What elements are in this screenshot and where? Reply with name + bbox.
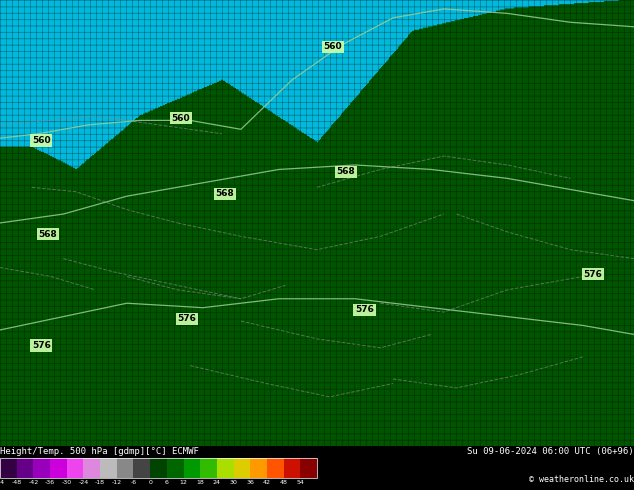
Text: -24: -24 [78, 480, 89, 485]
Bar [283, 458, 301, 478]
Text: 568: 568 [216, 190, 235, 198]
Text: 560: 560 [32, 136, 51, 145]
Bar [0, 458, 16, 478]
Text: 24: 24 [213, 480, 221, 485]
Text: Height/Temp. 500 hPa [gdmp][°C] ECMWF: Height/Temp. 500 hPa [gdmp][°C] ECMWF [0, 447, 199, 456]
Text: -54: -54 [0, 480, 5, 485]
Text: 576: 576 [178, 314, 197, 323]
Text: 54: 54 [296, 480, 304, 485]
Bar [67, 458, 84, 478]
Text: 576: 576 [32, 341, 51, 350]
Bar [34, 458, 50, 478]
Bar [0, 458, 317, 478]
Bar [117, 458, 134, 478]
Text: © weatheronline.co.uk: © weatheronline.co.uk [529, 474, 634, 484]
Bar [217, 458, 233, 478]
Text: 576: 576 [583, 270, 602, 279]
Text: -42: -42 [29, 480, 39, 485]
Text: 18: 18 [197, 480, 204, 485]
Text: 568: 568 [336, 167, 355, 176]
Bar [50, 458, 67, 478]
Text: 568: 568 [38, 230, 57, 239]
Bar [233, 458, 250, 478]
Text: -36: -36 [45, 480, 55, 485]
Bar [134, 458, 150, 478]
Text: 48: 48 [280, 480, 288, 485]
Text: -48: -48 [11, 480, 22, 485]
Text: 36: 36 [247, 480, 254, 485]
Text: Su 09-06-2024 06:00 UTC (06+96): Su 09-06-2024 06:00 UTC (06+96) [467, 447, 634, 456]
Text: 0: 0 [148, 480, 152, 485]
Text: 576: 576 [355, 305, 374, 315]
Text: 6: 6 [165, 480, 169, 485]
Text: 560: 560 [323, 42, 342, 51]
Bar [183, 458, 200, 478]
Bar [16, 458, 34, 478]
Bar [267, 458, 283, 478]
Text: 42: 42 [263, 480, 271, 485]
Bar [301, 458, 317, 478]
Bar [200, 458, 217, 478]
Text: -6: -6 [131, 480, 136, 485]
Text: -30: -30 [61, 480, 72, 485]
Text: 560: 560 [171, 114, 190, 122]
Bar [84, 458, 100, 478]
Bar [100, 458, 117, 478]
Text: 30: 30 [230, 480, 238, 485]
Bar [167, 458, 183, 478]
Text: -12: -12 [112, 480, 122, 485]
Bar [150, 458, 167, 478]
Text: 12: 12 [179, 480, 188, 485]
Text: -18: -18 [95, 480, 105, 485]
Bar [250, 458, 267, 478]
